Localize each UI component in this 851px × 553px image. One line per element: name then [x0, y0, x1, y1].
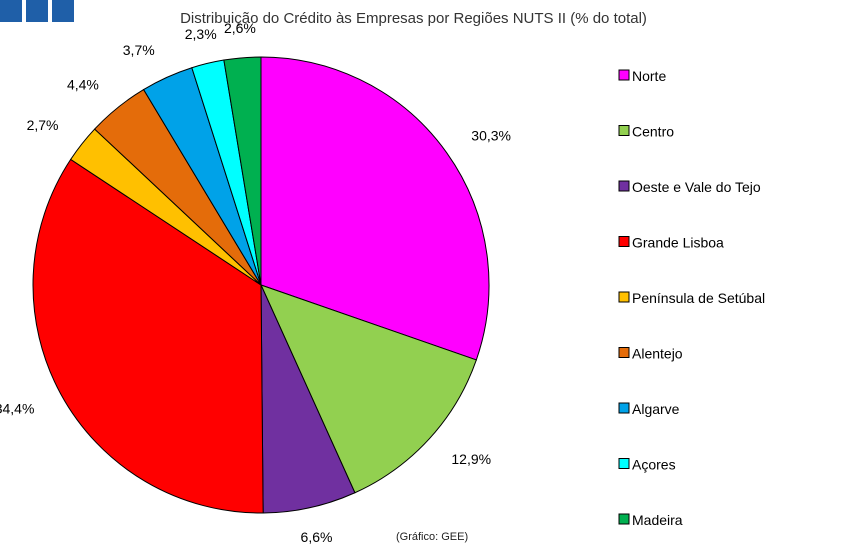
brand-square-3: [52, 0, 74, 22]
legend-swatch-alentejo: [618, 347, 630, 358]
legend-label-algarve: Algarve: [632, 401, 680, 417]
legend-swatch-norte: [618, 69, 630, 81]
legend-swatch-oeste-e-vale-do-tejo: [618, 180, 630, 192]
legend-label-grande-lisboa: Grande Lisboa: [632, 235, 724, 251]
pie-slices: [32, 56, 490, 514]
slice-label-centro: 12,9%: [451, 451, 491, 467]
legend-label-madeira: Madeira: [632, 512, 683, 528]
chart-title: Distribuição do Crédito às Empresas por …: [180, 10, 647, 27]
legend-swatch-peninsula-de-setubal: [618, 291, 630, 303]
legend-label-peninsula-de-setubal: Península de Setúbal: [632, 290, 765, 306]
slice-label-oeste-e-vale-do-tejo: 6,6%: [301, 529, 333, 545]
chart-credit: (Gráfico: GEE): [396, 531, 469, 543]
legend-swatch-acores: [618, 458, 630, 469]
legend: Norte Centro Oeste e Vale do Tejo Grande Li…: [618, 68, 765, 528]
legend-swatch-centro: [618, 125, 630, 136]
slice-label-norte: 30,3%: [471, 128, 511, 144]
slice-labels: 30,3% 12,9% 6,6% 34,4% 2,7% 4,4% 3,7% 2,3% 2,6%: [0, 20, 511, 545]
legend-swatch-madeira: [618, 513, 630, 525]
legend-swatch-algarve: [618, 402, 630, 414]
slice-madeira: [223, 56, 262, 286]
slice-grande-lisboa: [32, 158, 264, 514]
slice-label-algarve: 3,7%: [123, 42, 155, 58]
legend-swatch-grande-lisboa: [618, 236, 630, 247]
legend-label-oeste-e-vale-do-tejo: Oeste e Vale do Tejo: [632, 179, 761, 195]
legend-label-centro: Centro: [632, 124, 674, 140]
slice-label-madeira: 2,6%: [224, 20, 256, 36]
brand-square-2: [26, 0, 48, 22]
slice-label-alentejo: 4,4%: [67, 76, 99, 92]
slice-label-grande-lisboa: 34,4%: [0, 400, 34, 416]
legend-label-acores: Açores: [632, 457, 676, 473]
slice-label-acores: 2,3%: [185, 26, 217, 42]
legend-label-alentejo: Alentejo: [632, 346, 683, 362]
brand-square-1: [0, 0, 22, 22]
slice-label-peninsula-de-setubal: 2,7%: [27, 117, 59, 133]
slice-centro: [260, 284, 477, 494]
legend-label-norte: Norte: [632, 68, 666, 84]
slice-norte: [260, 56, 490, 361]
